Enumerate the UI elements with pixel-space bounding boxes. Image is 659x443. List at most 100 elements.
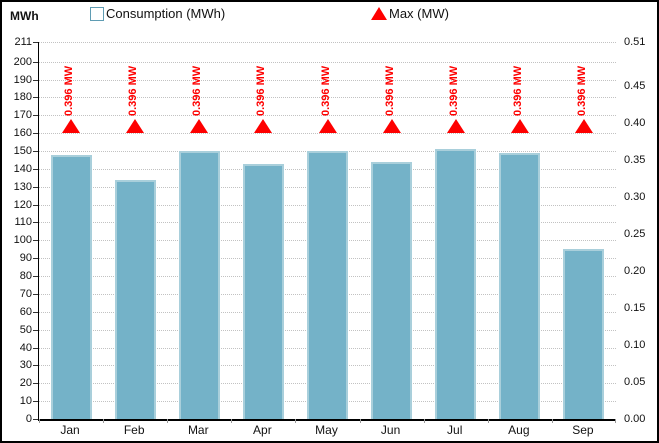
left-axis-tick-label: 140 [13,162,32,175]
right-axis-tick-label: 0.25 [624,228,646,241]
max-point-label: 0.396 MW [575,66,588,117]
left-axis-tick-mark [33,365,38,367]
x-axis-tick-mark [39,419,40,423]
right-axis-tick-label: 0.40 [624,117,646,130]
bar-swatch-icon [90,6,104,21]
left-axis-tick-label: 150 [13,144,32,157]
max-point-label: 0.396 MW [319,66,332,117]
left-axis-tick-label: 40 [19,341,32,354]
max-triangle-marker [574,119,593,134]
max-point-label: 0.396 MW [63,66,76,117]
max-triangle-marker [190,119,209,134]
plot-area: 0.396 MW 0.396 MW 0.396 MW 0.396 MW 0.396 MW… [38,42,616,423]
x-axis-tick-mark [487,419,489,423]
left-axis-tick-label: 160 [13,127,32,140]
left-axis-tick-label: 120 [13,198,32,211]
gridline [39,61,616,63]
max-point-label: 0.396 MW [255,66,268,117]
max-point-label: 0.396 MW [383,66,396,117]
x-axis-tick-mark [423,419,425,423]
x-axis-tick-mark [231,419,233,423]
left-axis-tick-mark [33,186,38,188]
x-axis-category-labels: Jan Feb Mar Apr May Jun Jul Aug Sep [38,423,615,439]
right-axis-tick-label: 0.35 [624,154,646,167]
left-axis-tick-mark [33,329,38,331]
right-axis-tick-label: 0.45 [624,80,646,93]
x-axis-category-label: Jul [447,423,463,437]
consumption-bar [371,161,413,419]
max-triangle-marker [446,119,465,134]
max-point-label: 0.396 MW [191,66,204,117]
max-triangle-marker [510,119,529,134]
left-axis-tick-mark [33,419,38,420]
left-axis-tick-mark [33,168,38,170]
left-axis: 0 10 20 30 40 50 60 70 80 90 100 110 120 130 140 150 160… [2,36,38,425]
consumption-bar [178,151,220,419]
consumption-bar [307,151,348,419]
left-axis-tick-mark [33,133,38,135]
legend-consumption-label: Consumption (MWh) [106,6,226,21]
gridline [39,97,616,99]
left-axis-tick-label: 100 [13,234,32,247]
left-axis-tick-label: 190 [13,73,32,86]
x-axis-category-label: Sep [572,423,594,437]
x-axis-tick-mark [103,419,105,423]
legend-max-label: Max (MW) [389,6,449,21]
left-axis-tick-label: 0 [25,413,32,425]
right-axis-tick-label: 0.10 [624,339,646,352]
x-axis-category-label: Aug [508,423,530,437]
left-axis-tick-label: 90 [19,252,32,265]
consumption-bar [50,154,92,419]
right-axis: 0.00 0.05 0.10 0.15 0.20 0.25 0.30 0.35 0.40 0.45… [619,36,657,425]
gridline [39,115,616,117]
left-axis-tick-label: 30 [19,359,32,372]
max-point-label: 0.396 MW [127,66,140,117]
max-triangle-marker [62,119,81,134]
right-axis-tick-label: 0.20 [624,265,646,278]
x-axis-category-label: Jun [380,423,401,437]
left-axis-tick-mark [33,42,38,43]
left-axis-tick-label: 211 [14,36,32,48]
left-axis-tick-mark [33,347,38,349]
left-axis-tick-mark [33,258,38,260]
x-axis-category-label: Mar [187,423,209,437]
left-axis-tick-label: 130 [13,180,32,193]
left-axis-tick-label: 10 [19,395,32,408]
left-axis-tick-mark [33,240,38,242]
x-axis-tick-mark [615,419,616,423]
left-axis-tick-mark [33,311,38,313]
x-axis-category-label: Apr [253,423,272,437]
left-axis-tick-label: 70 [19,287,32,300]
max-triangle-marker [382,119,401,134]
right-axis-tick-label: 0.15 [624,302,646,315]
consumption-bar [242,163,284,419]
left-axis-unit-label: MWh [10,9,39,23]
max-triangle-marker [254,119,273,134]
left-axis-tick-mark [33,150,38,152]
x-axis-tick-mark [551,419,553,423]
consumption-bar [563,249,605,419]
left-axis-tick-mark [33,401,38,403]
triangle-swatch-icon [371,7,387,20]
left-axis-tick-mark [33,79,38,81]
left-axis-tick-mark [33,276,38,278]
left-axis-tick-mark [33,61,38,63]
left-axis-tick-label: 80 [19,270,32,283]
right-axis-tick-label: 0.30 [624,191,646,204]
left-axis-tick-label: 200 [13,55,32,68]
left-axis-tick-mark [33,222,38,224]
max-point-label: 0.396 MW [447,66,460,117]
consumption-bar [114,179,156,419]
left-axis-tick-label: 60 [19,305,32,318]
left-axis-tick-label: 170 [13,109,32,122]
x-axis-tick-mark [359,419,361,423]
left-axis-tick-mark [33,115,38,117]
consumption-bar [499,152,541,419]
left-axis-tick-label: 50 [19,323,32,336]
left-axis-tick-label: 180 [13,91,32,104]
x-axis-category-label: Jan [60,423,80,437]
legend-item-consumption: Consumption (MWh) [90,6,225,21]
left-axis-tick-mark [33,383,38,385]
left-axis-tick-mark [33,204,38,206]
